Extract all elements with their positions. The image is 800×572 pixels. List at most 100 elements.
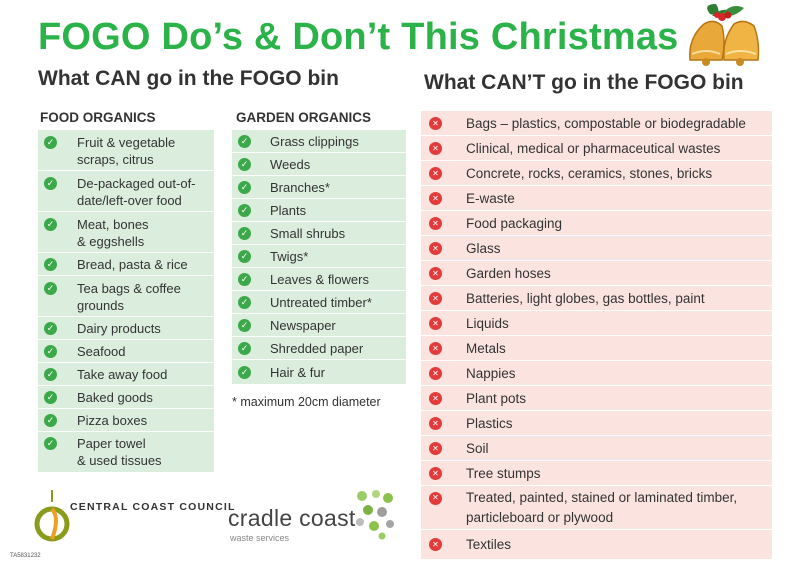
list-item: ✕ Clinical, medical or pharmaceutical was… [421,136,772,161]
item-label: Batteries, light globes, gas bottles, pa… [466,290,705,306]
list-item: ✓ Tea bags & coffee grounds [38,276,214,317]
item-label: Glass [466,240,501,256]
document-code: TA5831232 [10,553,41,559]
check-icon: ✓ [44,135,57,149]
item-label: & eggshells [77,233,145,249]
item-label: particleboard or plywood [466,510,614,525]
item-label: Garden hoses [466,265,551,281]
list-item: ✓ Branches* [232,176,406,199]
item-label: Newspaper [270,318,336,333]
item-label: Concrete, rocks, ceramics, stones, brick… [466,165,713,181]
item-label: De-packaged out-of- [77,175,196,191]
check-icon: ✓ [44,414,57,427]
garden-organics-list: ✓ Grass clippings ✓ Weeds ✓ Branches* ✓ Plants ✓… [232,130,406,384]
list-item: ✓ Untreated timber* [232,291,406,314]
item-label: scraps, citrus [77,151,154,167]
item-label: Twigs* [270,249,309,264]
check-icon: ✓ [238,296,251,309]
list-item: ✓ Pizza boxes [38,409,214,432]
check-icon: ✓ [44,258,57,271]
check-icon: ✓ [44,391,57,404]
list-item: ✕ Plant pots [421,386,772,411]
food-organics-list: ✓ Fruit & vegetable scraps, citrus ✓ De-pack… [38,130,214,472]
list-item: ✓ Baked goods [38,386,214,409]
list-item: ✕ Textiles [421,530,772,559]
item-label: date/left-over food [77,192,182,208]
list-item: ✓ Shredded paper [232,337,406,360]
check-icon: ✓ [238,227,251,240]
list-item: ✕ Batteries, light globes, gas bottles, p… [421,286,772,311]
list-item: ✕ Concrete, rocks, ceramics, stones, bric… [421,161,772,186]
check-icon: ✓ [44,217,57,231]
item-label: Pizza boxes [77,413,148,428]
cradle-coast-logo-text: cradle coast [228,505,356,531]
list-item: ✕ Garden hoses [421,261,772,286]
item-label: Fruit & vegetable [77,134,176,150]
item-label: Bread, pasta & rice [77,257,188,272]
list-item: ✕ Liquids [421,311,772,336]
item-label: Paper towel [77,436,146,451]
list-item: ✓ Fruit & vegetable scraps, citrus [38,130,214,171]
cross-icon: ✕ [429,167,442,180]
cross-icon: ✕ [429,442,442,455]
list-item: ✓ Leaves & flowers [232,268,406,291]
list-item: ✓ De-packaged out-of-date/left-over food [38,171,214,212]
cross-icon: ✕ [429,217,442,230]
list-item: ✕ Plastics [421,411,772,436]
footnote: * maximum 20cm diameter [232,395,381,409]
item-label: Shredded paper [270,341,364,356]
list-item: ✓ Bread, pasta & rice [38,253,214,276]
cross-icon: ✕ [429,142,442,155]
check-icon: ✓ [44,281,57,295]
check-icon: ✓ [238,158,251,171]
garden-organics-heading: GARDEN ORGANICS [236,110,372,125]
item-label: Bags – plastics, compostable or biodegra… [466,115,746,131]
cross-icon: ✕ [429,342,442,355]
item-label: E-waste [466,190,515,206]
item-label: Soil [466,440,489,456]
item-label: Take away food [77,367,168,382]
check-icon: ✓ [44,368,57,381]
list-item: ✓ Dairy products [38,317,214,340]
cross-icon: ✕ [429,192,442,205]
list-item: ✕ Tree stumps [421,461,772,486]
check-icon: ✓ [238,181,251,194]
list-item: ✕ Glass [421,236,772,261]
cross-icon: ✕ [429,392,442,405]
check-icon: ✓ [44,176,57,190]
item-label: Nappies [466,365,516,381]
cross-icon: ✕ [429,242,442,255]
check-icon: ✓ [238,319,251,332]
list-item: ✓ Seafood [38,340,214,363]
list-item: ✕ Soil [421,436,772,461]
check-icon: ✓ [238,273,251,286]
list-item: ✓ Meat, bones & eggshells [38,212,214,253]
check-icon: ✓ [44,437,57,450]
cross-icon: ✕ [429,117,442,130]
cross-icon: ✕ [429,467,442,480]
list-item: ✕ Food packaging [421,211,772,236]
item-label: Branches* [270,180,330,195]
check-icon: ✓ [44,345,57,358]
check-icon: ✓ [44,322,57,335]
item-label: grounds [77,297,124,313]
cradle-coast-dots-icon [356,490,394,540]
item-label: Clinical, medical or pharmaceutical wast… [466,140,721,156]
list-item: ✕ Treated, painted, stained or laminated … [421,486,772,530]
item-label: Tea bags & coffee [77,280,181,296]
list-item: ✕ Metals [421,336,772,361]
item-label: Leaves & flowers [270,272,369,287]
list-item: ✓ Hair & fur [232,360,406,384]
cross-icon: ✕ [429,367,442,380]
item-label: Metals [466,340,506,356]
list-item: ✓ Newspaper [232,314,406,337]
cant-heading: What CAN’T go in the FOGO bin [424,71,744,94]
item-label: Food packaging [466,215,563,231]
page-title: FOGO Do’s & Don’t This Christmas [38,16,679,58]
can-heading: What CAN go in the FOGO bin [38,67,339,90]
item-label: Seafood [77,344,126,359]
check-icon: ✓ [238,250,251,263]
list-item: ✓ Weeds [232,153,406,176]
list-item: ✓ Small shrubs [232,222,406,245]
item-label: Untreated timber* [270,295,372,310]
